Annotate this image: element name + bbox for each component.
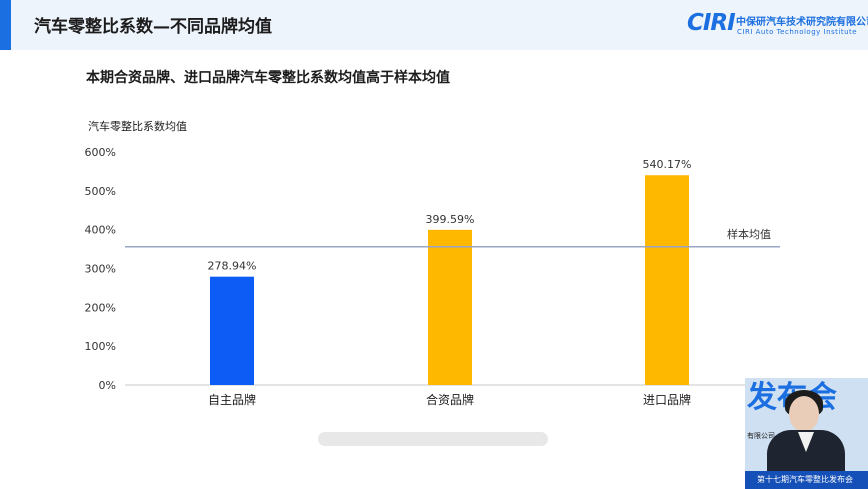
presenter-face (789, 396, 819, 432)
y-axis-label: 汽车零整比系数均值 (88, 120, 187, 133)
header-bar: 汽车零整比系数—不同品牌均值 CIRI 中保研汽车技术研究院有限公司 CIRI … (0, 0, 868, 50)
banner-text: 第十七期汽车零整比发布会 (757, 475, 853, 484)
ciri-logo: CIRI (687, 10, 736, 36)
y-tick-label: 0% (99, 379, 116, 392)
bar-value-label: 278.94% (208, 260, 257, 273)
bar-value-label: 399.59% (426, 213, 475, 226)
header-accent (0, 0, 11, 50)
y-tick-label: 600% (85, 146, 116, 159)
y-tick-label: 300% (85, 263, 116, 276)
y-tick-label: 100% (85, 340, 116, 353)
bar (428, 229, 472, 385)
page-title: 汽车零整比系数—不同品牌均值 (34, 17, 272, 37)
scrollbar[interactable] (318, 432, 548, 446)
chart-title: 本期合资品牌、进口品牌汽车零整比系数均值高于样本均值 (86, 70, 450, 86)
sample-mean-label: 样本均值 (727, 227, 771, 241)
y-tick-label: 200% (85, 301, 116, 314)
logo-company-subtitle: CIRI Auto Technology Institute (737, 28, 858, 36)
presenter-banner: 第十七期汽车零整比发布会 (745, 471, 868, 489)
category-label: 自主品牌 (208, 393, 256, 407)
bar (210, 276, 254, 385)
category-label: 进口品牌 (643, 393, 691, 407)
logo-company-name: 中保研汽车技术研究院有限公司 (736, 17, 868, 28)
y-tick-label: 400% (85, 224, 116, 237)
bar (645, 175, 689, 385)
presenter-video: 发布会 有限公司 第十七期汽车零整比发布会 (745, 378, 868, 489)
bar-value-label: 540.17% (643, 158, 692, 171)
category-label: 合资品牌 (426, 392, 474, 407)
y-tick-label: 500% (85, 185, 116, 198)
backdrop-small-text: 有限公司 (747, 432, 775, 440)
